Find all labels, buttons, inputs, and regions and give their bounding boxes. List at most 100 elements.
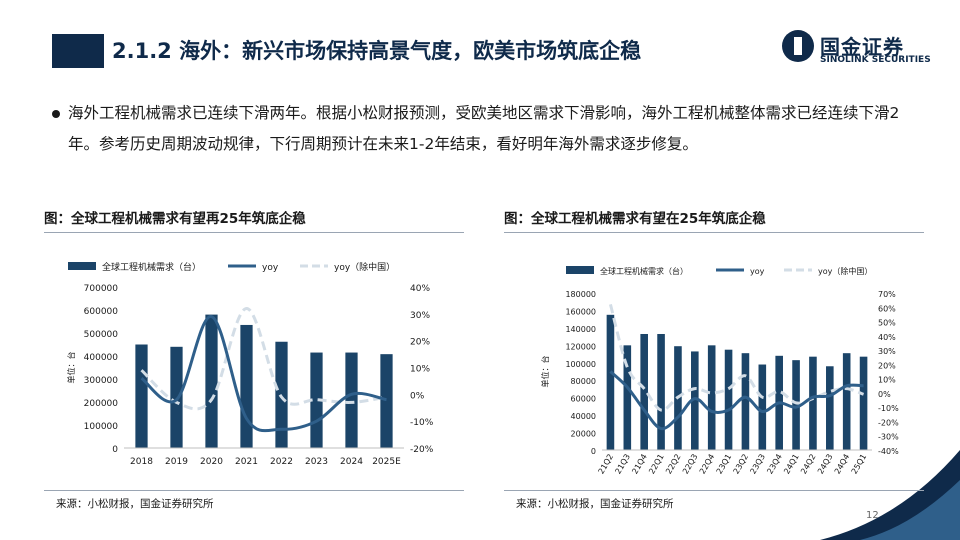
y-tick-label: 100000 — [565, 360, 596, 369]
y2-tick-label: 10% — [878, 376, 896, 385]
y-tick-label: 120000 — [565, 342, 596, 351]
page-title-bar: 2.1.2 海外：新兴市场保持高景气度，欧美市场筑底企稳 — [52, 34, 702, 68]
x-tick-label: 23Q1 — [715, 453, 734, 476]
x-tick-label: 2021 — [235, 457, 258, 467]
series-line-yoy-ex-china — [608, 304, 865, 412]
bullet-dot — [52, 110, 60, 118]
legend-label-yoy: yoy — [750, 267, 765, 276]
y2-tick-label: 0% — [410, 391, 425, 401]
x-tick-label: 24Q1 — [782, 453, 801, 476]
y-tick-label: 700000 — [84, 284, 119, 294]
y-tick-label: 100000 — [84, 422, 119, 432]
x-tick-label: 2019 — [165, 457, 188, 467]
x-tick-label: 21Q3 — [613, 453, 632, 476]
bar — [741, 353, 750, 450]
x-tick-label: 23Q3 — [748, 453, 767, 476]
figure-right-title: 图：全球工程机械需求有望在25年筑底企稳 — [504, 211, 766, 227]
y-tick-label: 180000 — [565, 290, 596, 299]
x-tick-label: 2022 — [270, 457, 293, 467]
bar — [380, 354, 393, 448]
corner-accent-shape — [860, 480, 960, 540]
figure-right-rule — [504, 232, 924, 233]
bullet-point: 海外工程机械需求已连续下滑两年。根据小松财报预测，受欧美地区需求下滑影响，海外工… — [52, 98, 922, 160]
x-tick-label: 22Q4 — [698, 453, 717, 476]
x-tick-label: 22Q2 — [664, 453, 683, 476]
y-tick-label: 20000 — [571, 430, 596, 439]
series-line-yoy — [609, 370, 864, 431]
bar — [135, 344, 148, 448]
bar — [859, 356, 868, 450]
bar — [623, 345, 632, 450]
y2-tick-label: -20% — [410, 445, 434, 455]
y2-tick-label: 60% — [878, 304, 896, 313]
bar — [345, 352, 358, 448]
legend-label-yoy: yoy — [262, 263, 279, 273]
y-tick-label: 80000 — [571, 377, 596, 386]
bar — [240, 324, 253, 448]
bar — [792, 360, 800, 450]
x-tick-label: 21Q4 — [630, 453, 649, 476]
chart-quarterly: 全球工程机械需求（台） yoy yoy（除中国） 180000 160000 140000… — [540, 266, 899, 476]
y-tick-label: 160000 — [565, 307, 596, 316]
y2-tick-label: 20% — [410, 338, 430, 348]
y-tick-label: 0 — [591, 447, 596, 456]
y2-tick-label: -10% — [410, 418, 434, 428]
legend-label-yoy-ex-china: yoy（除中国） — [334, 261, 395, 273]
chart-annual: 全球工程机械需求（台） yoy yoy（除中国） 700000 600000 500000… — [66, 261, 434, 467]
figure-left: 图：全球工程机械需求有望再25年筑底企稳 — [44, 208, 464, 233]
y-axis-label: 单位：台 — [66, 352, 76, 384]
x-tick-label: 25Q1 — [850, 453, 869, 476]
bar — [758, 364, 767, 450]
y2-tick-label: 30% — [410, 311, 430, 321]
figure-left-source-rule — [44, 490, 464, 491]
bar — [842, 353, 851, 450]
bar — [205, 314, 218, 448]
company-logo: 国金证券 SINOLINK SECURITIES — [780, 28, 940, 72]
logo-chinese-name: 国金证券 — [820, 35, 904, 59]
legend-label-demand: 全球工程机械需求（台） — [600, 266, 688, 276]
y-tick-label: 600000 — [84, 307, 119, 317]
y-tick-label: 60000 — [571, 395, 596, 404]
logo-mark-icon — [782, 30, 814, 62]
y2-tick-label: 20% — [878, 361, 896, 370]
y2-tick-label: 30% — [878, 347, 896, 356]
y2-tick-label: -30% — [878, 433, 899, 442]
y2-tick-label: 40% — [878, 333, 896, 342]
x-tick-label: 2023 — [305, 457, 328, 467]
y2-tick-label: 50% — [878, 319, 896, 328]
legend-label-demand: 全球工程机械需求（台） — [102, 261, 201, 273]
y-axis-label: 单位：台 — [540, 356, 550, 388]
bar — [826, 366, 834, 450]
y-tick-label: 300000 — [84, 376, 119, 386]
figure-left-rule — [44, 232, 464, 233]
y2-tick-label: 10% — [410, 365, 430, 375]
figure-right: 图：全球工程机械需求有望在25年筑底企稳 — [504, 208, 924, 233]
bar — [657, 333, 665, 450]
x-tick-label: 22Q3 — [681, 453, 700, 476]
figure-right-source-rule — [504, 490, 924, 491]
y-tick-label: 500000 — [84, 330, 119, 340]
figure-left-source: 来源：小松财报，国金证券研究所 — [56, 498, 214, 510]
x-tick-label: 2018 — [130, 457, 153, 467]
logo-english-name: SINOLINK SECURITIES — [820, 55, 931, 65]
x-tick-label: 23Q4 — [765, 453, 784, 476]
series-line-yoy-ex-china — [140, 306, 387, 411]
x-tick-label: 2025E — [372, 457, 401, 467]
bullet-text: 海外工程机械需求已连续下滑两年。根据小松财报预测，受欧美地区需求下滑影响，海外工… — [68, 104, 900, 153]
y-tick-label: 140000 — [565, 325, 596, 334]
legend-swatch-demand — [68, 262, 96, 270]
x-tick-label: 23Q2 — [732, 453, 751, 476]
figure-left-title: 图：全球工程机械需求有望再25年筑底企稳 — [44, 211, 306, 227]
y2-tick-label: -40% — [878, 447, 899, 456]
y2-tick-label: 70% — [878, 290, 896, 299]
y-tick-label: 200000 — [84, 399, 119, 409]
legend-label-yoy-ex-china: yoy（除中国） — [818, 266, 872, 276]
bar — [724, 349, 733, 450]
page-title: 2.1.2 海外：新兴市场保持高景气度，欧美市场筑底企稳 — [112, 39, 642, 63]
y2-tick-label: -10% — [878, 404, 899, 413]
series-line-yoy — [140, 315, 387, 433]
bar — [170, 346, 183, 448]
x-tick-label: 22Q1 — [647, 453, 666, 476]
bar — [707, 345, 716, 450]
